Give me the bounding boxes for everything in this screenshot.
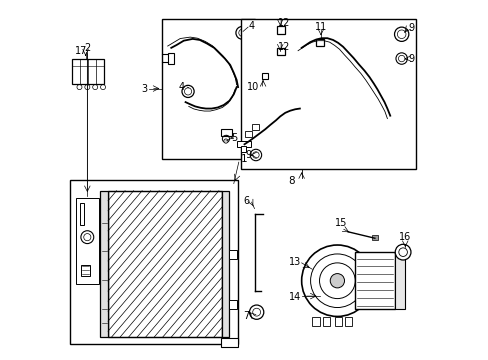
- Bar: [394, 252, 405, 309]
- Bar: [229, 249, 237, 258]
- Text: 5: 5: [230, 133, 237, 143]
- Bar: [241, 147, 246, 152]
- Text: 7: 7: [243, 311, 249, 321]
- Bar: [277, 48, 284, 55]
- Bar: [372, 235, 377, 240]
- Bar: [70, 180, 238, 344]
- Text: 9: 9: [245, 150, 251, 160]
- Text: 11: 11: [314, 22, 326, 32]
- Bar: [167, 53, 174, 64]
- Text: 6: 6: [243, 197, 249, 206]
- Text: 16: 16: [398, 232, 410, 242]
- Text: 8: 8: [288, 176, 294, 186]
- Bar: [229, 300, 237, 309]
- Bar: [236, 141, 250, 147]
- Bar: [323, 317, 329, 326]
- Bar: [277, 26, 284, 33]
- Text: 10: 10: [247, 82, 259, 92]
- Bar: [108, 191, 222, 337]
- Bar: [162, 19, 255, 158]
- Bar: [220, 338, 238, 347]
- Bar: [354, 252, 394, 309]
- Bar: [244, 131, 252, 137]
- Text: 9: 9: [407, 54, 413, 64]
- Bar: [100, 191, 108, 337]
- Bar: [261, 73, 267, 79]
- Bar: [108, 191, 222, 337]
- Circle shape: [394, 244, 410, 260]
- Bar: [72, 59, 104, 84]
- Text: 1: 1: [241, 154, 247, 164]
- Text: 12: 12: [278, 42, 290, 52]
- Text: 3: 3: [141, 84, 147, 94]
- Text: 2: 2: [84, 43, 90, 53]
- Bar: [222, 191, 229, 337]
- Text: 4: 4: [178, 82, 184, 92]
- Bar: [251, 124, 258, 130]
- Bar: [345, 317, 352, 326]
- Text: 15: 15: [334, 218, 346, 228]
- Bar: [315, 39, 323, 46]
- Bar: [76, 198, 99, 284]
- Text: 17: 17: [75, 46, 87, 56]
- Text: 13: 13: [288, 257, 300, 267]
- Bar: [81, 265, 90, 276]
- Text: 9: 9: [407, 23, 413, 33]
- Text: 4: 4: [247, 21, 254, 31]
- Bar: [241, 19, 415, 169]
- Text: 12: 12: [278, 18, 290, 28]
- Bar: [221, 129, 231, 136]
- Circle shape: [224, 139, 227, 143]
- Text: 14: 14: [288, 292, 300, 302]
- Bar: [334, 317, 341, 326]
- Bar: [312, 317, 319, 326]
- Circle shape: [301, 245, 372, 316]
- Bar: [80, 203, 84, 225]
- Circle shape: [329, 274, 344, 288]
